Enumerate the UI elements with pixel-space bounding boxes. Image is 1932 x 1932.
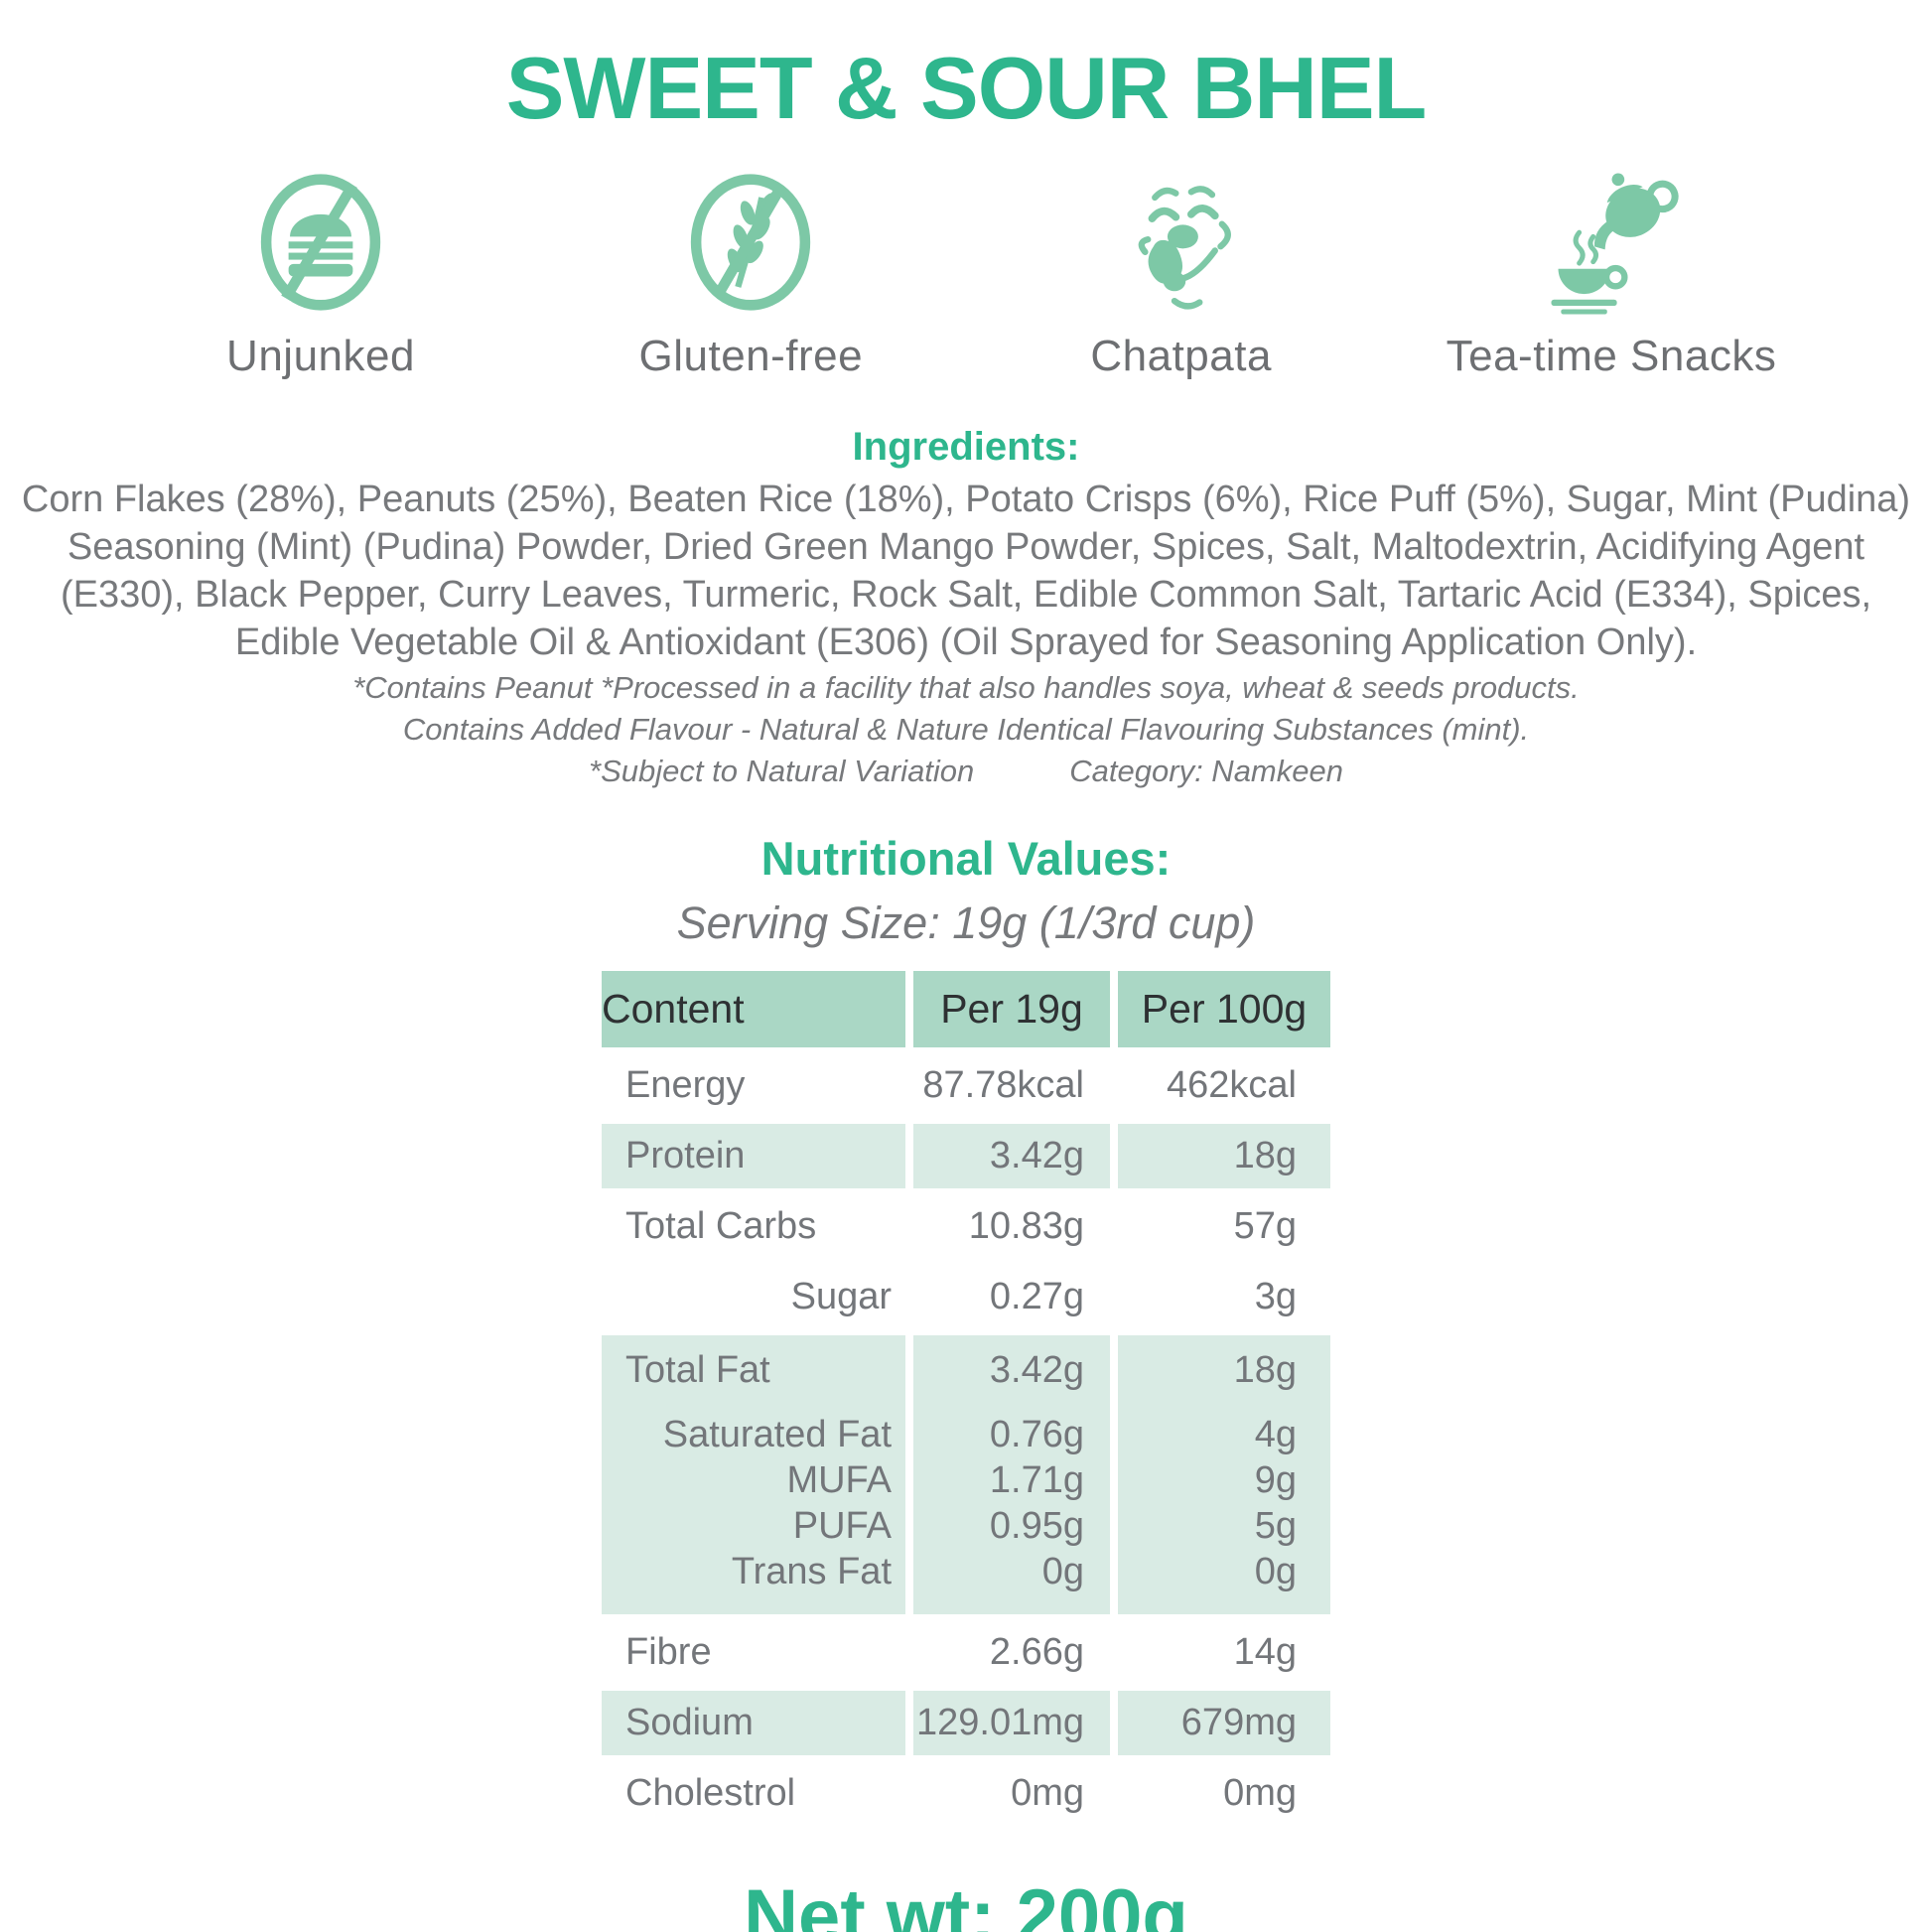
badge-label: Chatpata: [1090, 332, 1272, 380]
table-row-total-carbs: Total Carbs 10.83g 57g: [602, 1194, 1330, 1259]
table-row-cholestrol: Cholestrol 0mg 0mg: [602, 1761, 1330, 1826]
nutrition-heading: Nutritional Values:: [760, 832, 1172, 885]
nutrition-table: Content Per 19g Per 100g Energy 87.78kca…: [602, 971, 1330, 1826]
column-header-content: Content: [602, 971, 905, 1047]
row-value-per100g: 3g: [1254, 1276, 1297, 1317]
row-value-per100g: 18g: [1118, 1124, 1330, 1188]
row-value-per100g: 18g: [1233, 1349, 1297, 1391]
row-value-per19g: 87.78kcal: [922, 1064, 1084, 1106]
table-row-protein: Protein 3.42g 18g: [602, 1124, 1330, 1188]
row-value-per19g: 0.27g: [989, 1276, 1084, 1317]
row-label: Cholestrol: [625, 1772, 796, 1814]
table-row-sugar: Sugar 0.27g 3g: [602, 1265, 1330, 1329]
gluten-free-icon: [691, 174, 811, 311]
row-value-per100g: 57g: [1233, 1205, 1297, 1247]
nutrition-section: Nutritional Values: Serving Size: 19g (1…: [0, 831, 1932, 1826]
row-label: Total Fat: [625, 1349, 770, 1391]
variation-category-note: *Subject to Natural Variation Category: N…: [0, 752, 1932, 791]
ingredients-text: Corn Flakes (28%), Peanuts (25%), Beaten…: [21, 479, 1911, 663]
row-value-per100g: 462kcal: [1167, 1064, 1297, 1106]
row-value-per100g: 0mg: [1223, 1772, 1297, 1814]
net-weight: Net wt: 200g: [744, 1874, 1188, 1932]
row-value-per19g: 129.01mg: [913, 1691, 1110, 1755]
row-value-per100g: 4g: [1254, 1414, 1297, 1455]
row-value-per19g: 10.83g: [968, 1205, 1084, 1247]
row-value-per19g: 2.66g: [989, 1631, 1084, 1673]
table-row-sodium: Sodium 129.01mg 679mg: [602, 1691, 1330, 1755]
row-value-per19g: 1.71g: [989, 1459, 1084, 1501]
row-label: Sodium: [602, 1691, 905, 1755]
ingredients-section: Ingredients: Corn Flakes (28%), Peanuts …: [0, 425, 1932, 791]
row-value-per19g: 0g: [1041, 1551, 1084, 1592]
flavour-note: Contains Added Flavour - Natural & Natur…: [402, 712, 1530, 747]
table-row-energy: Energy 87.78kcal 462kcal: [602, 1053, 1330, 1118]
row-value-per19g: 0.95g: [989, 1505, 1084, 1547]
column-header-per19g: Per 19g: [913, 971, 1110, 1047]
row-value-per100g: 9g: [1254, 1459, 1297, 1501]
row-value-per100g: 14g: [1233, 1631, 1297, 1673]
product-title: SWEET & SOUR BHEL: [505, 39, 1428, 137]
row-sublabel: MUFA: [786, 1459, 892, 1501]
table-row-fibre: Fibre 2.66g 14g: [602, 1620, 1330, 1685]
badge-chatpata: Chatpata: [983, 167, 1380, 381]
row-value-per19g: 0mg: [1011, 1772, 1084, 1814]
row-value-per19g: 0.76g: [989, 1414, 1084, 1455]
row-label: Total Carbs: [625, 1205, 817, 1247]
row-label: Fibre: [625, 1631, 712, 1673]
teapot-cup-icon: [1551, 173, 1679, 315]
row-label: Protein: [602, 1124, 905, 1188]
row-sublabel: Saturated Fat: [662, 1414, 892, 1455]
row-sublabel: PUFA: [792, 1505, 892, 1547]
column-header-per100g: Per 100g: [1118, 971, 1330, 1047]
feature-badges: Unjunked Gluten-free: [122, 167, 1810, 381]
fat-per19g-cell: 3.42g 0.76g 1.71g 0.95g 0g: [913, 1335, 1110, 1614]
row-value-per19g: 3.42g: [989, 1349, 1084, 1391]
row-sublabel: Sugar: [790, 1276, 892, 1317]
row-label: Energy: [625, 1064, 746, 1106]
row-value-per100g: 679mg: [1118, 1691, 1330, 1755]
badge-tea-time: Tea-time Snacks: [1413, 167, 1810, 381]
row-value-per100g: 5g: [1254, 1505, 1297, 1547]
badge-label: Tea-time Snacks: [1446, 332, 1777, 380]
row-value-per19g: 3.42g: [913, 1124, 1110, 1188]
badge-unjunked: Unjunked: [122, 167, 519, 381]
badge-label: Unjunked: [226, 332, 415, 380]
variation-note: *Subject to Natural Variation: [589, 754, 975, 788]
allergen-note: *Contains Peanut *Processed in a facilit…: [352, 670, 1580, 705]
badge-gluten-free: Gluten-free: [552, 167, 949, 381]
row-value-per100g: 0g: [1254, 1551, 1297, 1592]
no-junk-food-icon: [260, 174, 381, 311]
fat-per100g-cell: 18g 4g 9g 5g 0g: [1118, 1335, 1330, 1614]
table-header-row: Content Per 19g Per 100g: [602, 971, 1330, 1047]
category-note: Category: Namkeen: [1069, 754, 1343, 788]
ingredients-heading: Ingredients:: [852, 425, 1080, 469]
table-row-total-fat-group: Total Fat Saturated Fat MUFA PUFA Trans …: [602, 1335, 1330, 1614]
serving-size: Serving Size: 19g (1/3rd cup): [676, 897, 1256, 948]
badge-label: Gluten-free: [638, 332, 864, 380]
fat-labels-cell: Total Fat Saturated Fat MUFA PUFA Trans …: [602, 1335, 905, 1614]
tasty-face-icon: [1138, 186, 1231, 310]
row-sublabel: Trans Fat: [731, 1551, 892, 1592]
